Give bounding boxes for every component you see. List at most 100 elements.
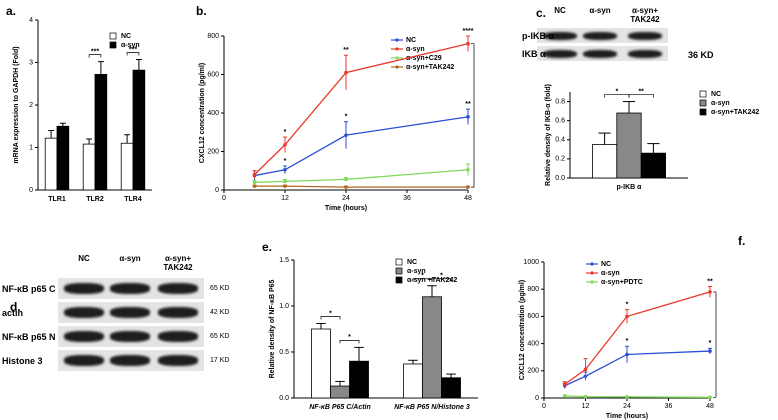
blot-band: [543, 49, 577, 58]
y-tick-label: 400: [207, 110, 219, 117]
blot-band: [158, 330, 198, 342]
point: [283, 184, 287, 188]
bar: [422, 296, 442, 399]
significance-bracket: [88, 54, 102, 58]
point: [283, 179, 287, 184]
y-tick-label: 0.8: [555, 98, 565, 105]
point: [344, 70, 348, 75]
point: [283, 142, 287, 147]
size-label: 42 KD: [210, 309, 230, 316]
line: [564, 350, 711, 387]
y-tick-label: 3: [29, 59, 33, 66]
blot-band: [110, 354, 150, 366]
row-label: NF-κB p65 C: [2, 284, 56, 294]
significance-label: ***: [129, 46, 137, 53]
significance-label: *: [421, 273, 424, 280]
panel-letter: a.: [6, 4, 16, 18]
point: [252, 172, 257, 177]
significance-label: **: [707, 278, 713, 285]
x-tick-label: TLR2: [86, 196, 104, 203]
significance-bracket: [431, 278, 452, 282]
y-tick-label: 0: [29, 187, 33, 194]
legend-marker: [590, 280, 594, 284]
blot-band: [110, 330, 150, 342]
x-tick-label: 48: [706, 403, 714, 410]
y-tick-label: 200: [207, 148, 219, 155]
bar: [403, 363, 423, 399]
y-tick-label: 1.0: [279, 303, 289, 310]
legend-label: NC: [601, 261, 611, 268]
y-tick-label: 0: [215, 187, 219, 194]
legend-marker: [395, 38, 399, 42]
y-axis-label: Relative density of IKB-α (fold): [545, 84, 552, 186]
lane-label: NC: [78, 254, 90, 263]
y-tick-label: 1.5: [279, 257, 289, 264]
x-tick-label: 0: [222, 195, 226, 202]
legend-swatch: [395, 267, 403, 275]
significance-label: **: [465, 101, 471, 108]
x-tick-label: 36: [403, 195, 411, 202]
x-tick-label: 0: [542, 403, 546, 410]
legend-swatch: [395, 258, 403, 266]
panel-letter: b.: [196, 4, 207, 18]
point: [466, 115, 470, 119]
blot-band: [64, 354, 104, 366]
x-tick-label: 12: [582, 403, 590, 410]
y-tick-label: 0.6: [555, 118, 565, 125]
blot-row: [58, 302, 204, 323]
lane-label: α-syn: [119, 254, 141, 263]
y-tick-label: 0.2: [555, 156, 565, 163]
y-tick-label: 0.0: [279, 395, 289, 402]
legend-label: α-syn+PDTC: [601, 279, 643, 286]
bar: [44, 137, 58, 191]
legend-swatch: [699, 99, 707, 107]
x-tick-label: NF-κB P65 N/Histone 3: [394, 404, 470, 411]
legend-label: α-syn: [407, 268, 426, 275]
significance-label: *: [709, 340, 712, 347]
y-tick-label: 1: [29, 144, 33, 151]
legend-swatch: [395, 276, 403, 284]
bar: [82, 143, 96, 191]
bar: [592, 144, 618, 179]
bar: [616, 112, 642, 179]
bracket: [713, 291, 717, 398]
bracket: [471, 43, 475, 188]
legend-label: α-syn: [121, 42, 140, 49]
legend-marker: [590, 271, 594, 275]
y-axis-label: Relative density of NF-κB P65: [269, 279, 276, 378]
legend-marker: [395, 65, 399, 69]
legend-label: NC: [407, 259, 417, 266]
legend-label: α-syn+TAK242: [406, 64, 454, 71]
point: [583, 394, 588, 399]
legend-swatch: [109, 41, 117, 49]
point: [344, 185, 348, 189]
y-tick-label: 0.4: [555, 137, 565, 144]
bar: [311, 328, 331, 399]
lane-label: α-syn: [589, 6, 611, 15]
row-label: IKB α: [522, 49, 546, 59]
size-label: 36 KD: [688, 50, 714, 60]
point: [466, 185, 470, 189]
x-tick-label: 36: [665, 403, 673, 410]
blot-band: [583, 49, 617, 58]
lane-label: NC: [554, 6, 566, 15]
point: [344, 133, 348, 137]
significance-label: ***: [91, 48, 99, 55]
significance-label: *: [626, 301, 629, 308]
size-label: 65 KD: [210, 285, 230, 292]
x-tick-label: 24: [342, 195, 350, 202]
line: [564, 291, 711, 385]
y-tick-label: 800: [527, 286, 539, 293]
panel-letter: f.: [738, 234, 745, 248]
legend-label: α-syn: [601, 270, 620, 277]
legend-swatch: [699, 108, 707, 116]
blot-band: [64, 306, 104, 318]
y-tick-label: 0.0: [555, 175, 565, 182]
x-tick-label: 48: [464, 195, 472, 202]
point: [625, 352, 629, 357]
y-tick-label: 0.5: [279, 349, 289, 356]
bar: [330, 385, 350, 399]
blot-row: [58, 326, 204, 347]
row-label: p-IKB α: [522, 31, 555, 41]
